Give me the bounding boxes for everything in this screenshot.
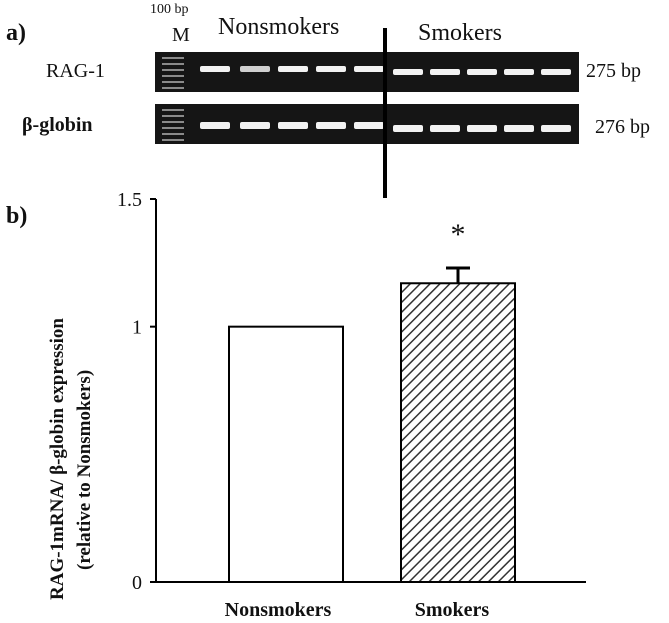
ladder-band (162, 109, 184, 111)
bar-nonsmokers (228, 325, 344, 583)
ladder-band (162, 127, 184, 129)
rag1-row-label: RAG-1 (46, 60, 105, 82)
gel-band (541, 69, 571, 75)
ladder-band (162, 139, 184, 141)
ladder-size-label: 100 bp (150, 2, 189, 17)
ladder-band (162, 63, 184, 65)
gel-band (278, 122, 308, 129)
gel-band (316, 66, 346, 72)
y-axis-title-line2: (relative to Nonsmokers) (74, 370, 95, 570)
x-category-label: Smokers (415, 599, 490, 621)
gel-band (430, 125, 460, 132)
gel-band (504, 69, 534, 75)
beta-globin-row-label: β-globin (22, 114, 93, 136)
gel-band (504, 125, 534, 132)
rag1-band-size: 275 bp (586, 60, 641, 82)
gel-band (541, 125, 571, 132)
bar-smokers (400, 282, 516, 583)
ladder-band (162, 81, 184, 83)
smokers-group-label: Smokers (418, 20, 502, 46)
gel-band (430, 69, 460, 75)
gel-band (240, 66, 270, 72)
ladder-band (162, 115, 184, 117)
group-divider-line (383, 28, 387, 198)
gel-band (316, 122, 346, 129)
ladder-band (162, 121, 184, 123)
gel-band (467, 125, 497, 132)
beta-globin-band-size: 276 bp (595, 116, 650, 138)
gel-band (393, 69, 423, 75)
gel-band (393, 125, 423, 132)
gel-band (240, 122, 270, 129)
gel-band (200, 66, 230, 72)
significance-marker: * (451, 218, 466, 251)
gel-band (278, 66, 308, 72)
x-category-label: Nonsmokers (225, 599, 332, 621)
y-tick-label: 1 (132, 317, 142, 339)
ladder-band (162, 69, 184, 71)
gel-band (200, 122, 230, 129)
panel-b-label: b) (6, 203, 28, 229)
gel-band (354, 66, 384, 72)
nonsmokers-group-label: Nonsmokers (218, 14, 340, 40)
panel-a-label: a) (6, 20, 26, 46)
gel-band (354, 122, 384, 129)
ladder-band (162, 87, 184, 89)
y-tick-label: 1.5 (117, 189, 142, 211)
ladder-band (162, 57, 184, 59)
y-tick-label: 0 (132, 572, 142, 594)
y-axis-title-line1: RAG-1mRNA/ β-globin expression (47, 318, 68, 600)
marker-lane-label: M (172, 24, 190, 46)
ladder-band (162, 133, 184, 135)
gel-band (467, 69, 497, 75)
ladder-band (162, 75, 184, 77)
